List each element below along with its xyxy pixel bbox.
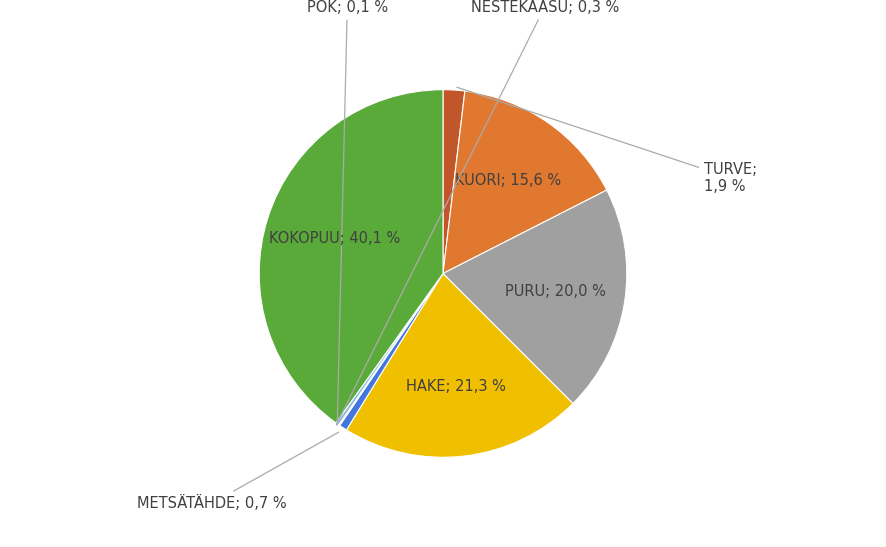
Text: HAKE; 21,3 %: HAKE; 21,3 % bbox=[407, 379, 506, 394]
Text: NESTEKAASU; 0,3 %: NESTEKAASU; 0,3 % bbox=[337, 0, 618, 424]
Wedge shape bbox=[443, 90, 465, 274]
Wedge shape bbox=[443, 91, 607, 274]
Wedge shape bbox=[260, 90, 443, 423]
Text: PURU; 20,0 %: PURU; 20,0 % bbox=[505, 284, 606, 299]
Text: METSÄTÄHDE; 0,7 %: METSÄTÄHDE; 0,7 % bbox=[137, 432, 338, 511]
Wedge shape bbox=[346, 274, 573, 457]
Text: POK; 0,1 %: POK; 0,1 % bbox=[307, 0, 388, 426]
Wedge shape bbox=[443, 190, 626, 404]
Wedge shape bbox=[336, 274, 443, 425]
Wedge shape bbox=[338, 274, 443, 426]
Text: TURVE;
1,9 %: TURVE; 1,9 % bbox=[457, 87, 758, 194]
Wedge shape bbox=[339, 274, 443, 430]
Text: KOKOPUU; 40,1 %: KOKOPUU; 40,1 % bbox=[268, 231, 400, 246]
Text: KUORI; 15,6 %: KUORI; 15,6 % bbox=[455, 172, 562, 188]
